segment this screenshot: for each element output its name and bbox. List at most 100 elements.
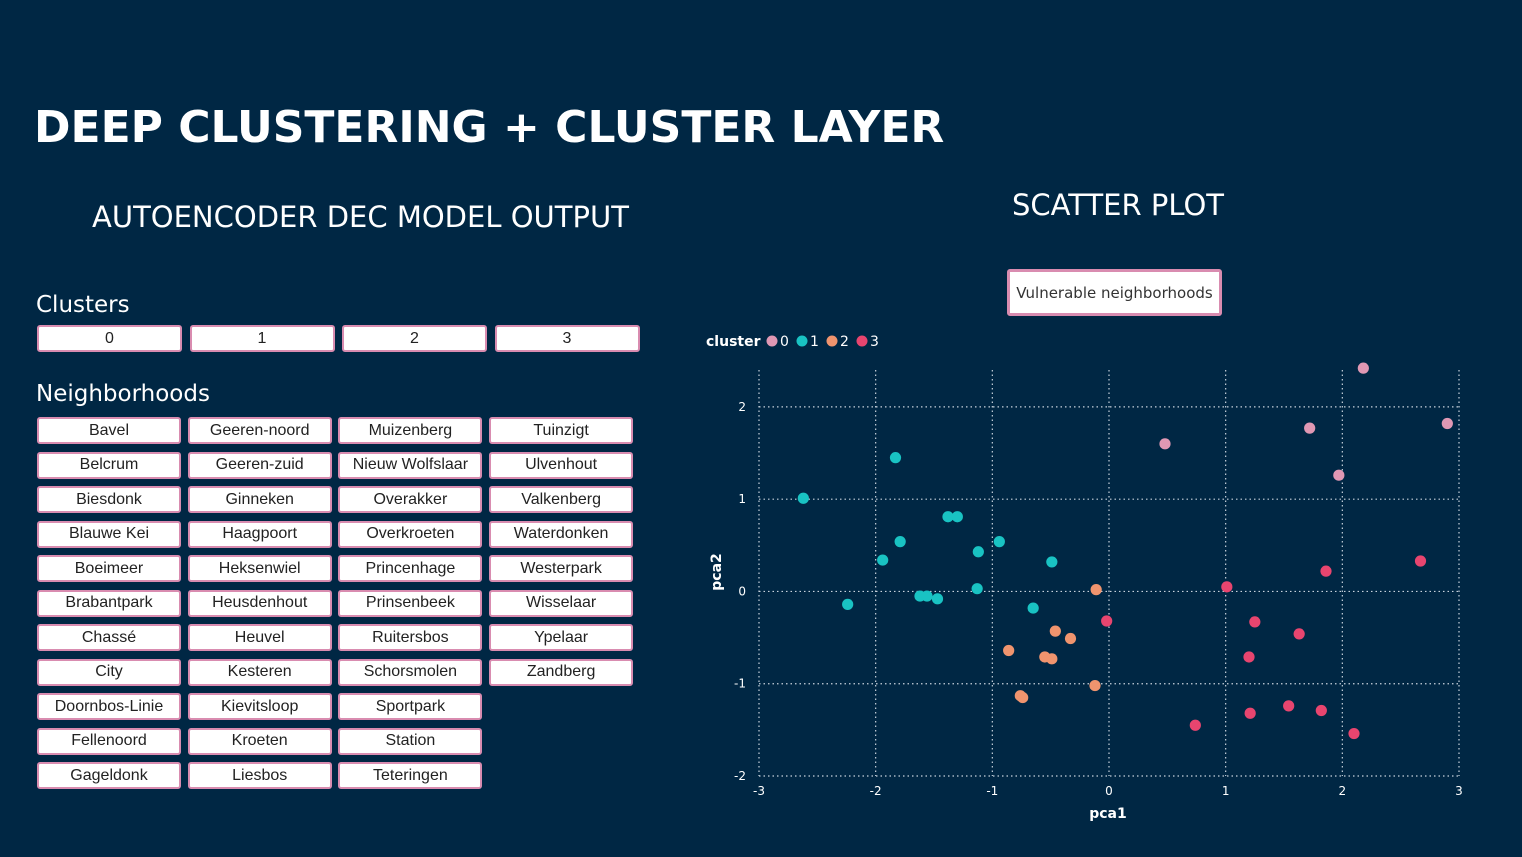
cluster-option-3[interactable]: 3 [494, 325, 640, 352]
point-cluster-1[interactable] [1046, 556, 1058, 568]
legend-marker-3 [856, 335, 868, 347]
point-cluster-1[interactable] [877, 554, 889, 566]
point-cluster-3[interactable] [1243, 651, 1255, 663]
neighborhood-option-overakker[interactable]: Overakker [338, 486, 483, 513]
point-cluster-1[interactable] [942, 511, 954, 523]
point-cluster-1[interactable] [889, 452, 902, 464]
neighborhood-option-nieuw-wolfslaar[interactable]: Nieuw Wolfslaar [338, 451, 483, 479]
point-cluster-2[interactable] [1090, 584, 1102, 596]
neighborhood-option-gageldonk[interactable]: Gageldonk [37, 762, 181, 789]
neighborhood-option-fellenoord[interactable]: Fellenoord [37, 727, 181, 755]
neighborhood-option-geeren-noord[interactable]: Geeren-noord [187, 417, 332, 444]
x-tick-label: -3 [753, 784, 765, 798]
neighborhood-option-geeren-zuid[interactable]: Geeren-zuid [187, 451, 332, 479]
x-tick-label: -2 [870, 784, 882, 798]
neighborhood-option-biesdonk[interactable]: Biesdonk [37, 486, 181, 513]
point-cluster-1[interactable] [993, 536, 1005, 548]
point-cluster-1[interactable] [971, 583, 983, 595]
point-cluster-3[interactable] [1249, 616, 1261, 628]
neighborhood-option-kesteren[interactable]: Kesteren [187, 658, 332, 686]
neighborhood-option-station[interactable]: Station [338, 727, 483, 755]
neighborhood-option-heksenwiel[interactable]: Heksenwiel [187, 555, 332, 582]
point-cluster-3[interactable] [1315, 704, 1327, 717]
neighborhood-option-ulvenhout[interactable]: Ulvenhout [489, 451, 634, 479]
neighborhood-option-westerpark[interactable]: Westerpark [489, 555, 634, 582]
x-tick-label: 1 [1222, 784, 1230, 798]
point-cluster-3[interactable] [1320, 565, 1332, 577]
neighborhood-option-ginneken[interactable]: Ginneken [187, 486, 332, 513]
cluster-option-1[interactable]: 1 [189, 325, 335, 352]
point-cluster-0[interactable] [1159, 438, 1171, 450]
point-cluster-1[interactable] [972, 546, 984, 558]
point-cluster-2[interactable] [1017, 691, 1029, 704]
y-tick-label: 0 [738, 584, 746, 598]
y-tick-label: 2 [738, 400, 746, 414]
point-cluster-1[interactable] [931, 593, 944, 605]
neighborhood-option-kievitsloop[interactable]: Kievitsloop [187, 693, 332, 720]
point-cluster-1[interactable] [797, 492, 809, 504]
point-cluster-3[interactable] [1293, 628, 1305, 640]
neighborhood-option-haagpoort[interactable]: Haagpoort [187, 520, 332, 548]
point-cluster-0[interactable] [1304, 422, 1316, 434]
point-cluster-3[interactable] [1414, 555, 1427, 567]
legend-marker-0 [766, 335, 778, 347]
point-cluster-1[interactable] [842, 598, 854, 610]
neighborhood-option-chass-[interactable]: Chassé [37, 624, 181, 651]
point-cluster-2[interactable] [1049, 625, 1061, 637]
neighborhood-option-liesbos[interactable]: Liesbos [187, 762, 332, 789]
scatter-plot-title: SCATTER PLOT [1012, 188, 1225, 222]
legend-title: cluster [706, 334, 761, 350]
neighborhood-option-doornbos-linie[interactable]: Doornbos-Linie [37, 693, 181, 720]
neighborhood-option-valkenberg[interactable]: Valkenberg [489, 486, 634, 513]
neighborhood-option-wisselaar[interactable]: Wisselaar [489, 589, 634, 617]
x-axis-ticks: -3 -2 -1 0 1 2 3 [753, 784, 1463, 798]
cluster-option-0[interactable]: 0 [37, 325, 182, 352]
point-cluster-3[interactable] [1189, 719, 1201, 731]
neighborhood-option-teteringen[interactable]: Teteringen [338, 762, 483, 789]
legend-marker-1 [796, 335, 808, 347]
neighborhood-option-waterdonken[interactable]: Waterdonken [489, 520, 634, 548]
cluster-option-2[interactable]: 2 [342, 325, 487, 352]
point-cluster-1[interactable] [921, 590, 933, 602]
neighborhood-option-sportpark[interactable]: Sportpark [338, 693, 483, 720]
neighborhood-option-princenhage[interactable]: Princenhage [338, 555, 483, 582]
point-cluster-2[interactable] [1046, 653, 1058, 665]
point-cluster-1[interactable] [1027, 602, 1039, 614]
vulnerable-neighborhoods-button[interactable]: Vulnerable neighborhoods [1007, 269, 1222, 316]
point-cluster-3[interactable] [1101, 615, 1113, 627]
neighborhood-option-blauwe-kei[interactable]: Blauwe Kei [37, 520, 181, 548]
point-cluster-3[interactable] [1244, 707, 1256, 719]
neighborhood-option-city[interactable]: City [37, 658, 181, 686]
legend-label-2: 2 [840, 334, 849, 350]
neighborhood-option-overkroeten[interactable]: Overkroeten [338, 520, 483, 548]
neighborhood-option-boeimeer[interactable]: Boeimeer [37, 555, 181, 582]
point-cluster-0[interactable] [1333, 469, 1345, 481]
neighborhood-option-heusdenhout[interactable]: Heusdenhout [187, 589, 332, 617]
point-cluster-2[interactable] [1089, 679, 1101, 692]
point-cluster-3[interactable] [1348, 727, 1360, 740]
y-tick-label: -2 [734, 769, 746, 783]
neighborhood-option-prinsenbeek[interactable]: Prinsenbeek [338, 589, 483, 617]
point-cluster-2[interactable] [1064, 632, 1077, 645]
neighborhood-option-belcrum[interactable]: Belcrum [37, 451, 181, 479]
neighborhood-option-schorsmolen[interactable]: Schorsmolen [338, 658, 483, 686]
neighborhood-option-zandberg[interactable]: Zandberg [489, 658, 634, 686]
neighborhood-option-ypelaar[interactable]: Ypelaar [489, 624, 634, 651]
neighborhood-option-kroeten[interactable]: Kroeten [187, 727, 332, 755]
neighborhood-option-tuinzigt[interactable]: Tuinzigt [489, 417, 634, 444]
point-cluster-1[interactable] [894, 536, 906, 548]
point-cluster-2[interactable] [1003, 644, 1015, 657]
neighborhood-option-muizenberg[interactable]: Muizenberg [338, 417, 483, 444]
neighborhood-option-ruitersbos[interactable]: Ruitersbos [338, 624, 483, 651]
point-cluster-0[interactable] [1357, 362, 1369, 374]
neighborhood-option-bavel[interactable]: Bavel [37, 417, 181, 444]
point-cluster-3[interactable] [1283, 700, 1295, 712]
neighborhood-option-brabantpark[interactable]: Brabantpark [37, 589, 181, 617]
neighborhood-option-heuvel[interactable]: Heuvel [187, 624, 332, 651]
point-cluster-0[interactable] [1441, 417, 1453, 430]
legend-label-0: 0 [780, 334, 789, 350]
point-cluster-1[interactable] [951, 511, 963, 523]
x-tick-label: -1 [986, 784, 998, 798]
chart-points [797, 362, 1453, 740]
point-cluster-3[interactable] [1221, 581, 1233, 593]
